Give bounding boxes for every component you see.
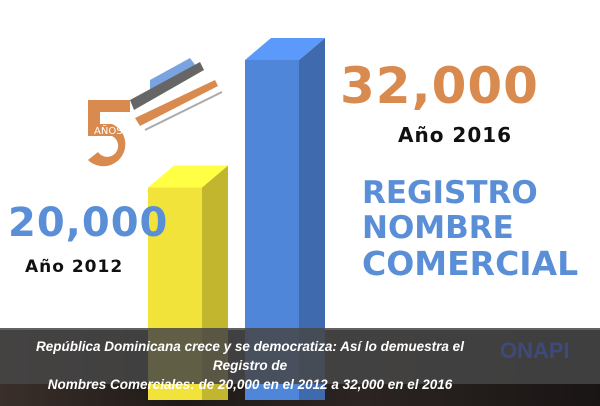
logo-five-shape [88, 100, 130, 167]
bar-top-1 [245, 38, 325, 60]
logo-text: AÑOS [94, 124, 123, 137]
title-line-1: REGISTRO [362, 175, 538, 211]
caption-line-2: Nombres Comerciales: de 20,000 en el 201… [47, 377, 453, 392]
category-label-2012: Año 2012 [25, 257, 124, 277]
onapi-logo: ONAPI [500, 338, 570, 363]
value-label-2012: 20,000 [8, 200, 169, 246]
value-label-2016: 32,000 [340, 57, 539, 115]
caption-bar: República Dominicana crece y se democrat… [0, 328, 600, 392]
caption-line-1: República Dominicana crece y se democrat… [36, 339, 464, 373]
bar-side-1 [299, 38, 325, 400]
title-line-2: NOMBRE [362, 210, 514, 246]
category-label-2016: Año 2016 [398, 123, 513, 147]
five-years-logo: AÑOS [88, 58, 223, 167]
title-line-3: COMERCIAL [362, 244, 579, 283]
bar-top-0 [148, 165, 228, 188]
bar-front-1 [245, 60, 299, 400]
